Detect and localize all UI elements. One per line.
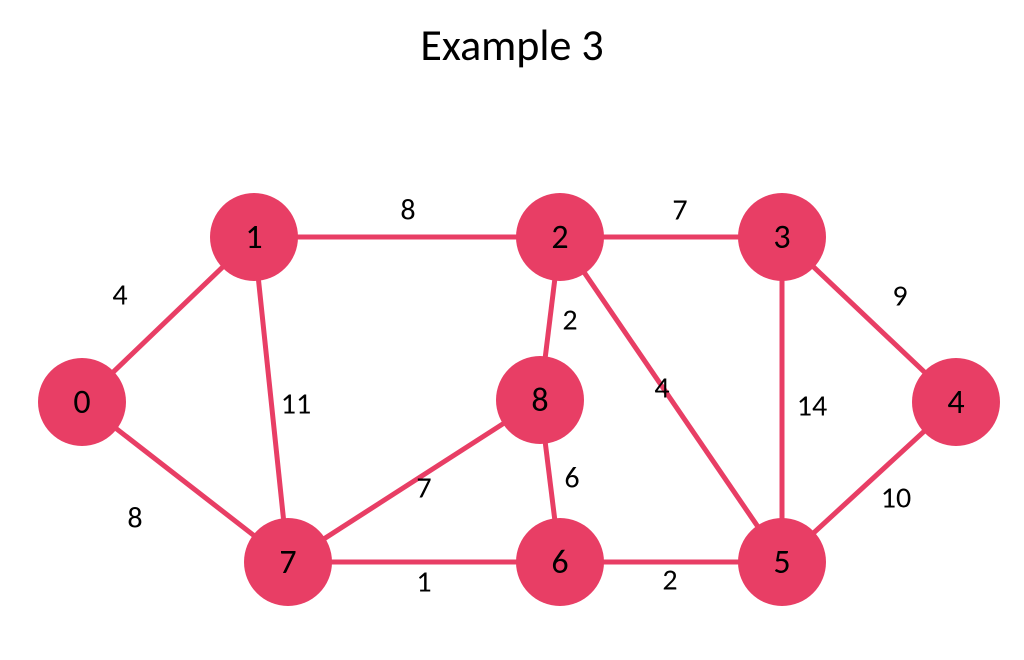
edge-weight-7-8: 7 (416, 470, 431, 507)
edge-weight-1-2: 8 (400, 192, 415, 229)
node-3: 3 (738, 193, 826, 281)
edge-weight-5-6: 2 (662, 562, 677, 599)
edge-weight-6-7: 1 (416, 564, 431, 601)
edge-weight-2-8: 2 (562, 302, 577, 339)
node-4: 4 (912, 358, 1000, 446)
graph-diagram: 48811724914102167012345678 (0, 0, 1024, 660)
edge-weight-3-5: 14 (797, 388, 827, 425)
node-0: 0 (38, 358, 126, 446)
edge-weight-0-7: 8 (127, 500, 142, 537)
edge-weight-3-4: 9 (892, 278, 907, 315)
node-8: 8 (496, 356, 584, 444)
node-6: 6 (516, 518, 604, 606)
edge-weight-1-7: 11 (281, 386, 311, 423)
edge-2-5 (560, 237, 782, 562)
edge-weight-0-1: 4 (112, 277, 127, 314)
edge-weight-2-5: 4 (654, 370, 669, 407)
edge-7-8 (288, 400, 540, 562)
node-1: 1 (210, 193, 298, 281)
node-7: 7 (244, 518, 332, 606)
node-2: 2 (516, 193, 604, 281)
edges-layer (0, 0, 1024, 660)
node-5: 5 (738, 518, 826, 606)
edge-weight-4-5: 10 (881, 480, 911, 517)
edge-weight-6-8: 6 (564, 460, 579, 497)
edge-weight-2-3: 7 (672, 192, 687, 229)
